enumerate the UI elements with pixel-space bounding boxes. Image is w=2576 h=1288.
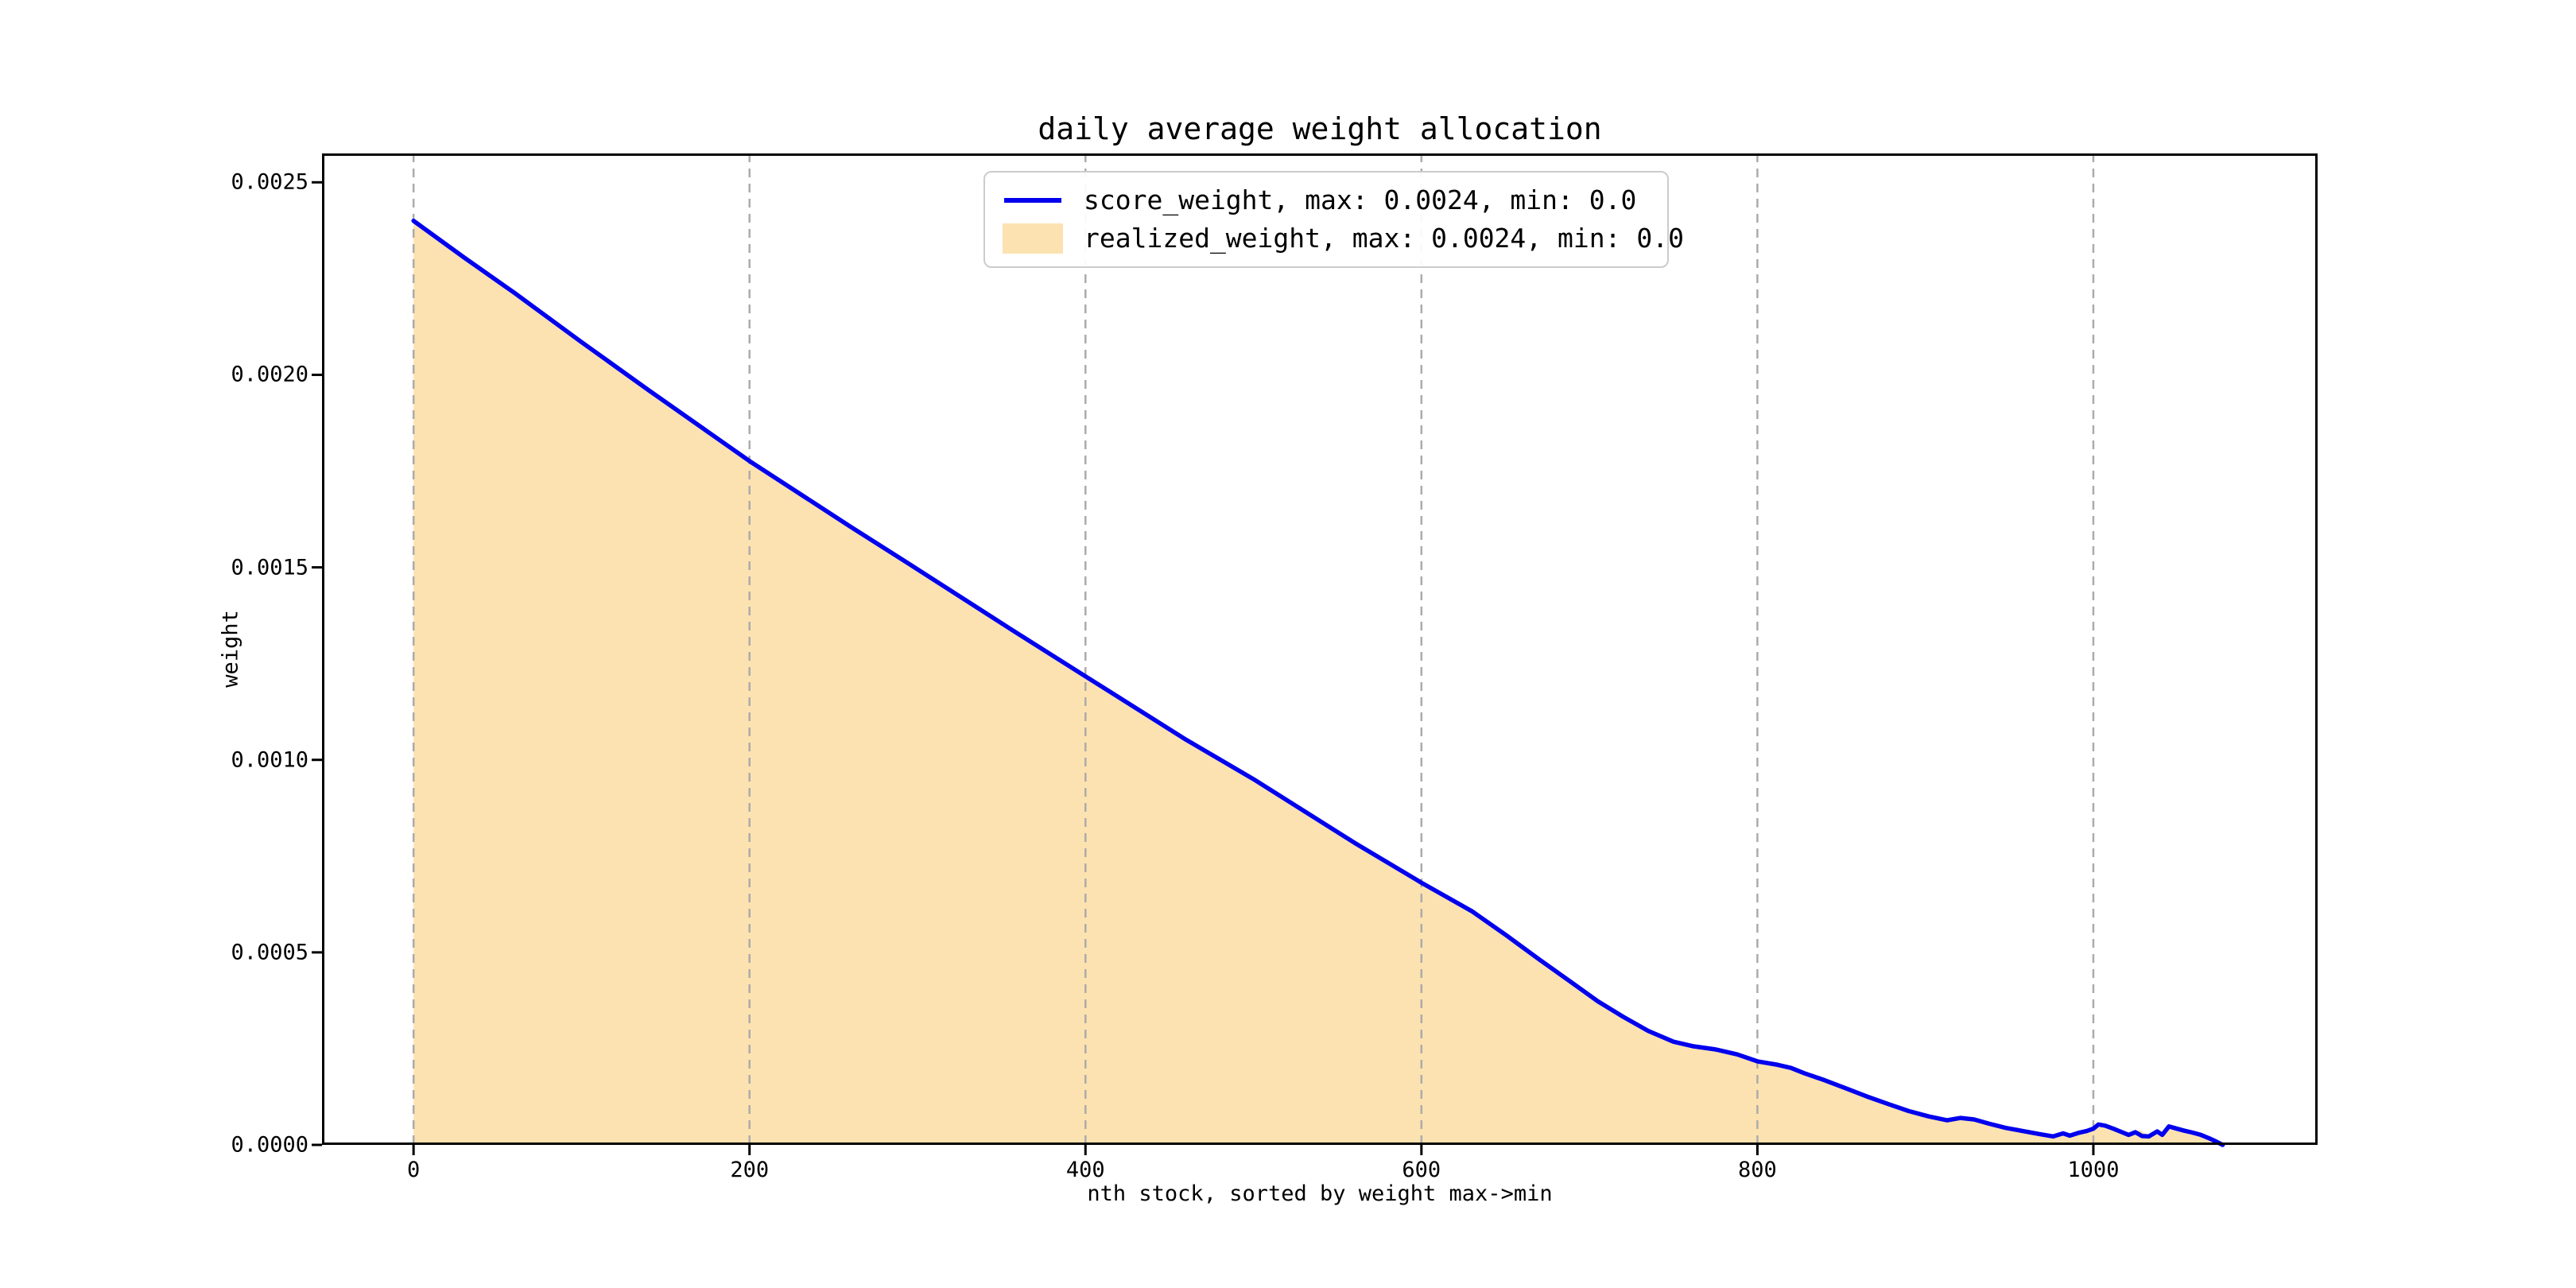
plot-spines [322, 153, 2318, 1145]
x-tick-label-1000: 1000 [2067, 1158, 2120, 1182]
x-axis-label: nth stock, sorted by weight max->min [1087, 1181, 1553, 1206]
y-tick-label-0.0015: 0.0015 [231, 555, 308, 580]
y-tick-label-0.0010: 0.0010 [231, 747, 308, 773]
chart-canvas [312, 153, 2318, 1155]
y-tick-label-0.0025: 0.0025 [231, 169, 308, 195]
line-swatch-icon [1004, 197, 1061, 203]
legend-label-realized-weight: realized_weight, max: 0.0024, min: 0.0 [1084, 223, 1684, 254]
x-tick-label-400: 400 [1065, 1158, 1105, 1182]
legend-item-score-weight: score_weight, max: 0.0024, min: 0.0 [1003, 184, 1650, 216]
legend: score_weight, max: 0.0024, min: 0.0 real… [983, 171, 1684, 268]
y-tick-label-0.0005: 0.0005 [231, 940, 308, 965]
x-tick-label-600: 600 [1402, 1158, 1441, 1182]
y-tick-label-0.0020: 0.0020 [231, 362, 308, 387]
chart-title: daily average weight allocation [1038, 111, 1602, 146]
y-tick-label-0.0000: 0.0000 [231, 1132, 308, 1158]
legend-item-realized-weight: realized_weight, max: 0.0024, min: 0.0 [1003, 223, 1684, 254]
score-weight-line [411, 218, 2225, 1147]
x-tick-label-800: 800 [1737, 1158, 1777, 1182]
realized-weight-area [413, 220, 2226, 1145]
y-axis-label: weight [218, 610, 243, 688]
x-tick-label-200: 200 [730, 1158, 770, 1182]
area-swatch-icon [1003, 223, 1063, 254]
legend-label-score-weight: score_weight, max: 0.0024, min: 0.0 [1084, 184, 1637, 215]
x-tick-label-0: 0 [407, 1158, 421, 1182]
